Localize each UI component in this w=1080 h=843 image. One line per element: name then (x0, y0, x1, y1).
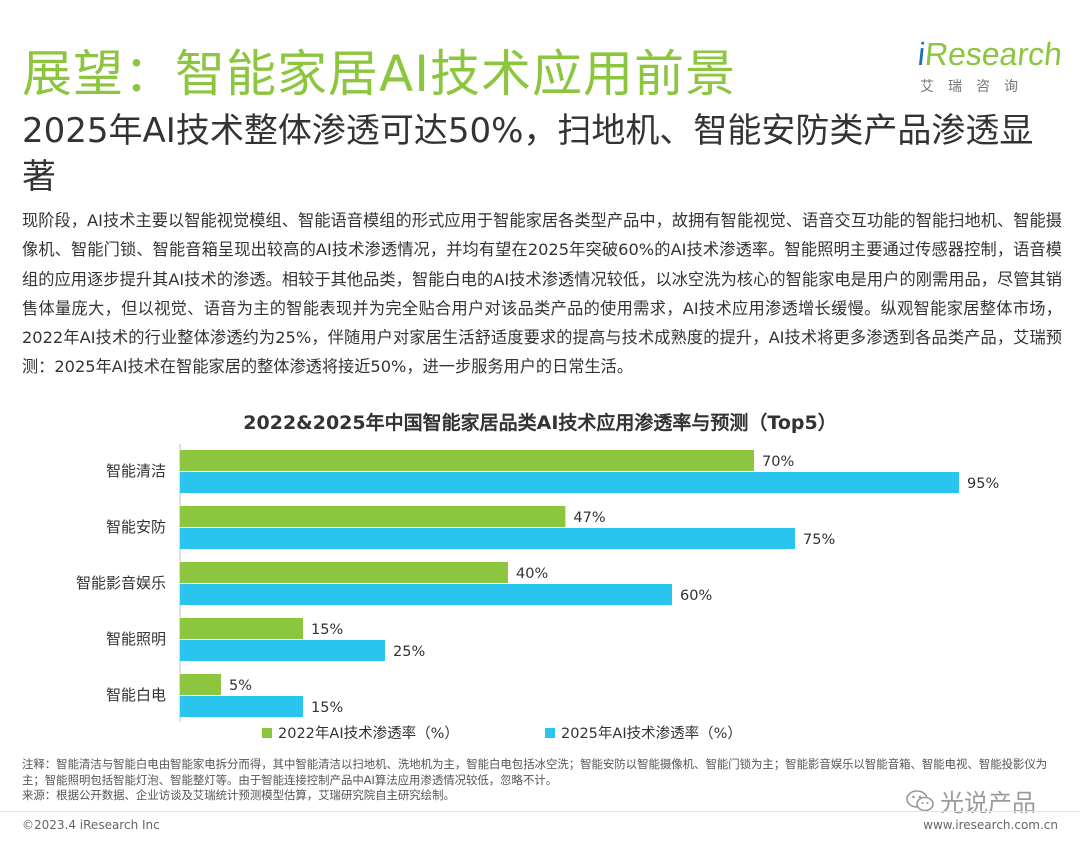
legend-label: 2025年AI技术渗透率（%） (561, 725, 742, 742)
logo-rest: Research (923, 36, 1064, 72)
chart-title: 2022&2025年中国智能家居品类AI技术应用渗透率与预测（Top5） (243, 412, 837, 434)
iresearch-logo: iResearch 艾瑞咨询 (916, 36, 1064, 96)
page-subtitle: 2025年AI技术整体渗透可达50%，扫地机、智能安防类产品渗透显著 (22, 111, 1034, 197)
bar-2022 (180, 618, 303, 639)
body-paragraph: 现阶段，AI技术主要以智能视觉模组、智能语音模组的形式应用于智能家居各类型产品中… (22, 211, 1062, 377)
chart-source: 来源：根据公开数据、企业访谈及艾瑞统计预测模型估算，艾瑞研究院自主研究绘制。 (22, 788, 455, 803)
data-label: 15% (311, 700, 343, 716)
bar-2022 (180, 506, 566, 527)
chart-note: 注释：智能清洁与智能白电由智能家电拆分而得，其中智能清洁以扫地机、洗地机为主，智… (22, 757, 1048, 787)
legend-swatch (545, 728, 555, 738)
data-label: 47% (573, 510, 605, 526)
legend-label: 2022年AI技术渗透率（%） (278, 725, 459, 742)
category-label: 智能清洁 (106, 462, 166, 480)
legend-swatch (262, 728, 272, 738)
bar-2022 (180, 562, 508, 583)
bar-2025 (180, 640, 385, 661)
data-label: 5% (229, 678, 252, 694)
footer-copyright: ©2023.4 iResearch Inc (22, 818, 160, 832)
data-label: 25% (393, 644, 425, 660)
wechat-watermark: 光说产品 (906, 783, 1036, 818)
page-title: 展望：智能家居AI技术应用前景 (22, 45, 736, 103)
watermark-text: 光说产品 (940, 789, 1036, 817)
bar-2022 (180, 674, 221, 695)
bar-2025 (180, 472, 959, 493)
wechat-icon (906, 789, 934, 811)
category-label: 智能照明 (106, 630, 166, 648)
data-label: 60% (680, 588, 712, 604)
bar-2025 (180, 584, 672, 605)
logo-subtitle: 艾瑞咨询 (920, 79, 1032, 95)
data-label: 70% (762, 454, 794, 470)
footer-website: www.iresearch.com.cn (923, 818, 1058, 832)
category-label: 智能安防 (106, 518, 166, 536)
category-label: 智能影音娱乐 (76, 574, 166, 592)
category-label: 智能白电 (106, 686, 166, 704)
data-label: 75% (803, 532, 835, 548)
data-label: 15% (311, 622, 343, 638)
bar-2025 (180, 528, 795, 549)
data-label: 40% (516, 566, 548, 582)
notes-block: 注释：智能清洁与智能白电由智能家电拆分而得，其中智能清洁以扫地机、洗地机为主，智… (22, 757, 1064, 804)
bar-chart: 智能清洁 70% 95% 智能安防 47% 75% 智能影音娱乐 40% 60% 智能照明 15% 2… (76, 444, 999, 742)
bar-2025 (180, 696, 303, 717)
data-label: 95% (967, 476, 999, 492)
bar-2022 (180, 450, 754, 471)
logo-wordmark: iResearch (916, 36, 1064, 72)
footer-divider (0, 811, 1080, 812)
